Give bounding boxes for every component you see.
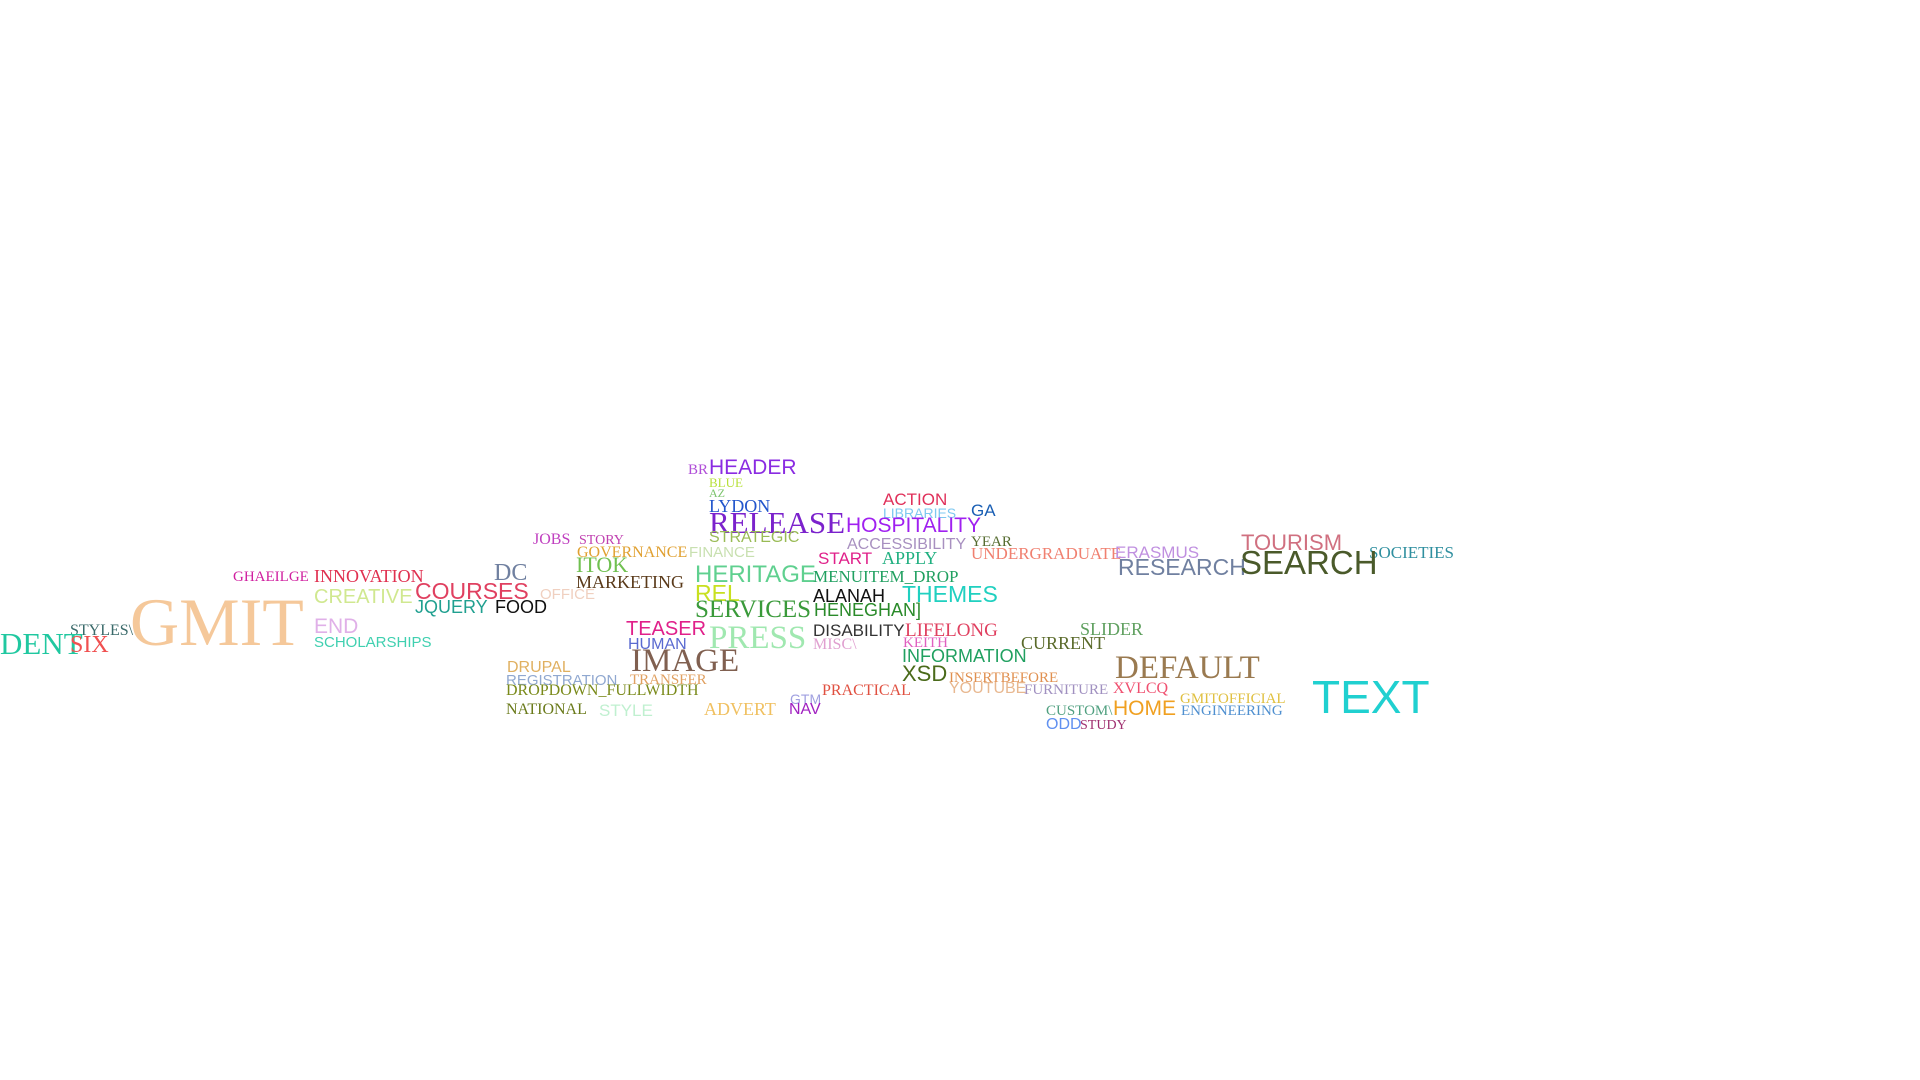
word-xsd: XSD [902, 661, 948, 686]
word-lydon: LYDON [709, 496, 771, 516]
word-dropdown-fullwidth: DROPDOWN_FULLWIDTH [506, 682, 699, 699]
word-youtube: YOUTUBE [949, 680, 1027, 697]
word-styles: STYLES\ [70, 622, 134, 639]
word-study: STUDY [1080, 718, 1127, 733]
word-drupal: DRUPAL [507, 659, 571, 676]
word-engineering: ENGINEERING [1181, 703, 1283, 719]
word-insertbefore: INSERTBEFORE [949, 670, 1059, 686]
word-strategic: STRATEGIC [709, 529, 800, 546]
word-rel: REL [695, 580, 740, 606]
word-libraries: LIBRARIES [883, 505, 957, 521]
word-header: HEADER [709, 456, 797, 479]
word-story: STORY [579, 533, 624, 548]
word-gmit: GMIT [130, 584, 304, 660]
word-itok: ITOK [576, 552, 629, 577]
word-themes: THEMES [902, 581, 998, 607]
word-current: CURRENT [1021, 633, 1106, 653]
word-custom: CUSTOM\ [1046, 703, 1113, 719]
word-creative: CREATIVE [314, 586, 413, 608]
word-default: DEFAULT [1115, 650, 1260, 686]
word-societies: SOCIETIES [1369, 543, 1454, 562]
word-keith: KEITH [903, 635, 948, 651]
word-lifelong: LIFELONG [905, 620, 998, 641]
word-start: START [818, 549, 873, 568]
word-gmitofficial: GMITOFFICIAL [1180, 691, 1286, 707]
word-release: RELEASE [709, 505, 846, 540]
word-apply: APPLY [882, 548, 938, 568]
word-xvlcq: XVLCQ [1113, 680, 1169, 697]
word-courses: COURSES [415, 578, 529, 604]
word-scholarships: SCHOLARSHIPS [314, 634, 432, 651]
word-heneghan: HENEGHAN] [814, 600, 922, 620]
word-slider: SLIDER [1080, 619, 1143, 639]
word-information: INFORMATION [902, 646, 1027, 666]
word-end: END [314, 615, 359, 638]
word-search: SEARCH [1240, 544, 1378, 581]
word-services: SERVICES [695, 596, 812, 623]
word-marketing: MARKETING [576, 572, 684, 592]
word-ga: GA [971, 501, 996, 520]
word-blue: BLUE [709, 475, 743, 490]
word-jquery: JQUERY [415, 597, 488, 617]
word-innovation: INNOVATION [314, 566, 424, 586]
word-action: ACTION [883, 490, 948, 509]
word-style: STYLE [599, 701, 653, 720]
word-accessibility: ACCESSIBILITY [847, 536, 967, 553]
word-dc: DC [494, 560, 528, 586]
word-national: NATIONAL [506, 701, 587, 718]
word-governance: GOVERNANCE [577, 544, 688, 561]
word-research: RESEARCH [1118, 554, 1246, 580]
word-office: OFFICE [540, 586, 595, 603]
word-transfer: TRANSFER [630, 672, 707, 688]
word-food: FOOD [495, 597, 547, 617]
word-advert: ADVERT [704, 699, 776, 719]
word-text: TEXT [1312, 671, 1430, 723]
word-hospitality: HOSPITALITY [846, 514, 981, 537]
word-erasmus: ERASMUS [1115, 543, 1200, 562]
word-home: HOME [1113, 697, 1176, 720]
word-odd: ODD [1046, 716, 1082, 733]
word-nav: NAV [789, 701, 821, 718]
word-registration: REGISTRATION [506, 672, 618, 689]
word-furniture: FURNITURE [1024, 682, 1109, 698]
word-menuitem-drop: MENUITEM_DROP [813, 567, 959, 586]
word-ghaeilge: GHAEILGE [233, 569, 309, 585]
word-undergraduate: UNDERGRADUATE [971, 544, 1122, 563]
word-tourism: TOURISM [1241, 530, 1343, 555]
word-year: YEAR [971, 534, 1012, 550]
word-press: PRESS [709, 620, 807, 656]
word-six: SIX [70, 632, 109, 658]
word-gtm: GTM [790, 691, 822, 707]
word-heritage: HERITAGE [695, 561, 816, 588]
word-misc: MISC\ [813, 636, 857, 653]
word-practical: PRACTICAL [822, 682, 911, 699]
word-disability: DISABILITY [813, 621, 905, 640]
word-dent: DENT [0, 626, 83, 661]
word-br: BR [688, 462, 709, 478]
word-human: HUMAN [628, 636, 687, 653]
word-jobs: JOBS [533, 531, 571, 548]
word-alanah: ALANAH [813, 586, 886, 606]
word-image: IMAGE [631, 643, 740, 679]
word-az: AZ [709, 486, 725, 500]
word-finance: FINANCE [689, 544, 755, 561]
word-teaser: TEASER [626, 618, 707, 640]
